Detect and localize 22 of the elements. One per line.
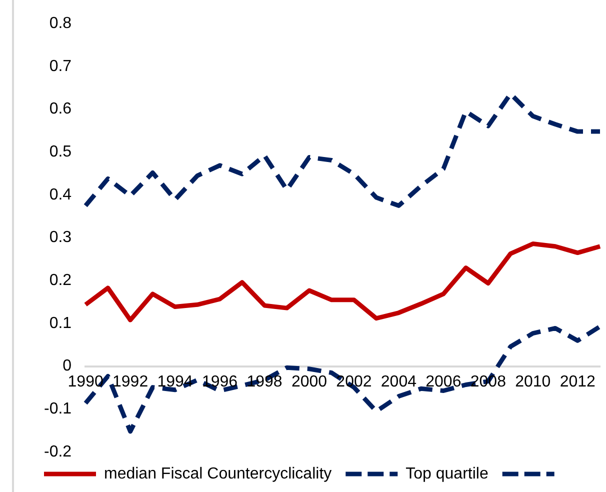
x-tick-label: 2004 xyxy=(380,373,417,390)
x-tick-label: 2012 xyxy=(560,373,596,390)
legend-label: Top quartile xyxy=(406,465,488,482)
y-tick-label: 0.1 xyxy=(49,314,72,332)
y-tick-label: 0.7 xyxy=(49,58,72,75)
y-tick-label: 0.3 xyxy=(49,229,72,246)
y-tick-label: 0 xyxy=(62,358,72,375)
y-tick-label: -0.2 xyxy=(44,443,72,460)
y-tick-label: 0.5 xyxy=(49,144,72,161)
y-tick-label: 0.2 xyxy=(49,272,72,290)
y-tick-label: 0.6 xyxy=(49,100,72,118)
x-tick-label: 2002 xyxy=(336,373,372,390)
y-tick-label: 0.4 xyxy=(49,186,72,204)
x-tick-label: 2010 xyxy=(515,373,551,390)
x-tick-label: 1996 xyxy=(202,373,238,390)
x-tick-label: 2000 xyxy=(291,373,328,390)
x-tick-label: 1994 xyxy=(157,373,193,390)
x-tick-label: 2006 xyxy=(426,373,462,390)
y-tick-label: -0.1 xyxy=(44,400,72,418)
x-tick-label: 1992 xyxy=(112,373,148,390)
legend-label: median Fiscal Countercyclicality xyxy=(104,465,332,482)
y-tick-label: 0.8 xyxy=(49,15,72,32)
